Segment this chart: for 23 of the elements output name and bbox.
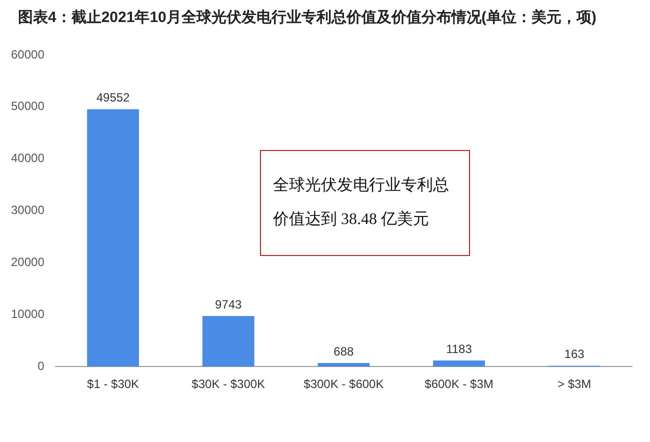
y-tick-label: 20000 [10, 255, 45, 270]
bar [87, 109, 139, 367]
y-tick-label: 10000 [10, 306, 45, 321]
data-label: 1183 [446, 342, 472, 356]
data-label: 688 [334, 344, 354, 358]
data-label: 49552 [96, 90, 130, 105]
bar [433, 360, 485, 367]
y-tick-label: 50000 [10, 99, 45, 114]
data-label: 163 [564, 347, 585, 362]
x-tick-label: > $3M [557, 377, 592, 392]
y-tick-label: 30000 [10, 203, 45, 218]
y-tick-label: 40000 [10, 151, 45, 166]
bar [202, 316, 254, 367]
callout-box: 全球光伏发电行业专利总价值达到 38.48 亿美元 [260, 150, 470, 256]
chart-title: 图表4：截止2021年10月全球光伏发电行业专利总价值及价值分布情况(单位：美元，项) [17, 8, 598, 27]
y-tick-label: 0 [38, 358, 45, 373]
x-tick-label: $600K - $3M [424, 377, 494, 392]
x-tick-label: $300K - $600K [304, 377, 384, 392]
bar [318, 363, 370, 367]
y-tick-label: 60000 [10, 47, 45, 62]
x-tick-label: $1 - $30K [87, 377, 140, 392]
data-label: 9743 [215, 297, 242, 312]
x-tick-label: $30K - $300K [192, 377, 266, 392]
